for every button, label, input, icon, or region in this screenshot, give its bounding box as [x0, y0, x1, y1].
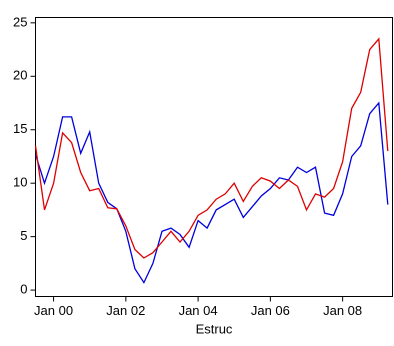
series-line — [34, 101, 389, 284]
x-tick-label: Jan 06 — [251, 303, 290, 318]
x-axis-label: Estruc — [196, 321, 233, 336]
x-tick-label: Jan 04 — [179, 303, 218, 318]
x-tick-label: Jan 08 — [323, 303, 362, 318]
x-tick-label: Jan 02 — [106, 303, 145, 318]
y-tick-label: 25 — [13, 14, 27, 29]
y-tick-label: 15 — [13, 121, 27, 136]
y-tick-label: 10 — [13, 175, 27, 190]
plot-frame — [35, 17, 393, 297]
y-tick-label: 5 — [20, 228, 27, 243]
series-line — [34, 37, 389, 259]
x-tick-label: Jan 00 — [34, 303, 73, 318]
y-tick-label: 0 — [20, 282, 27, 297]
y-tick-label: 20 — [13, 68, 27, 83]
